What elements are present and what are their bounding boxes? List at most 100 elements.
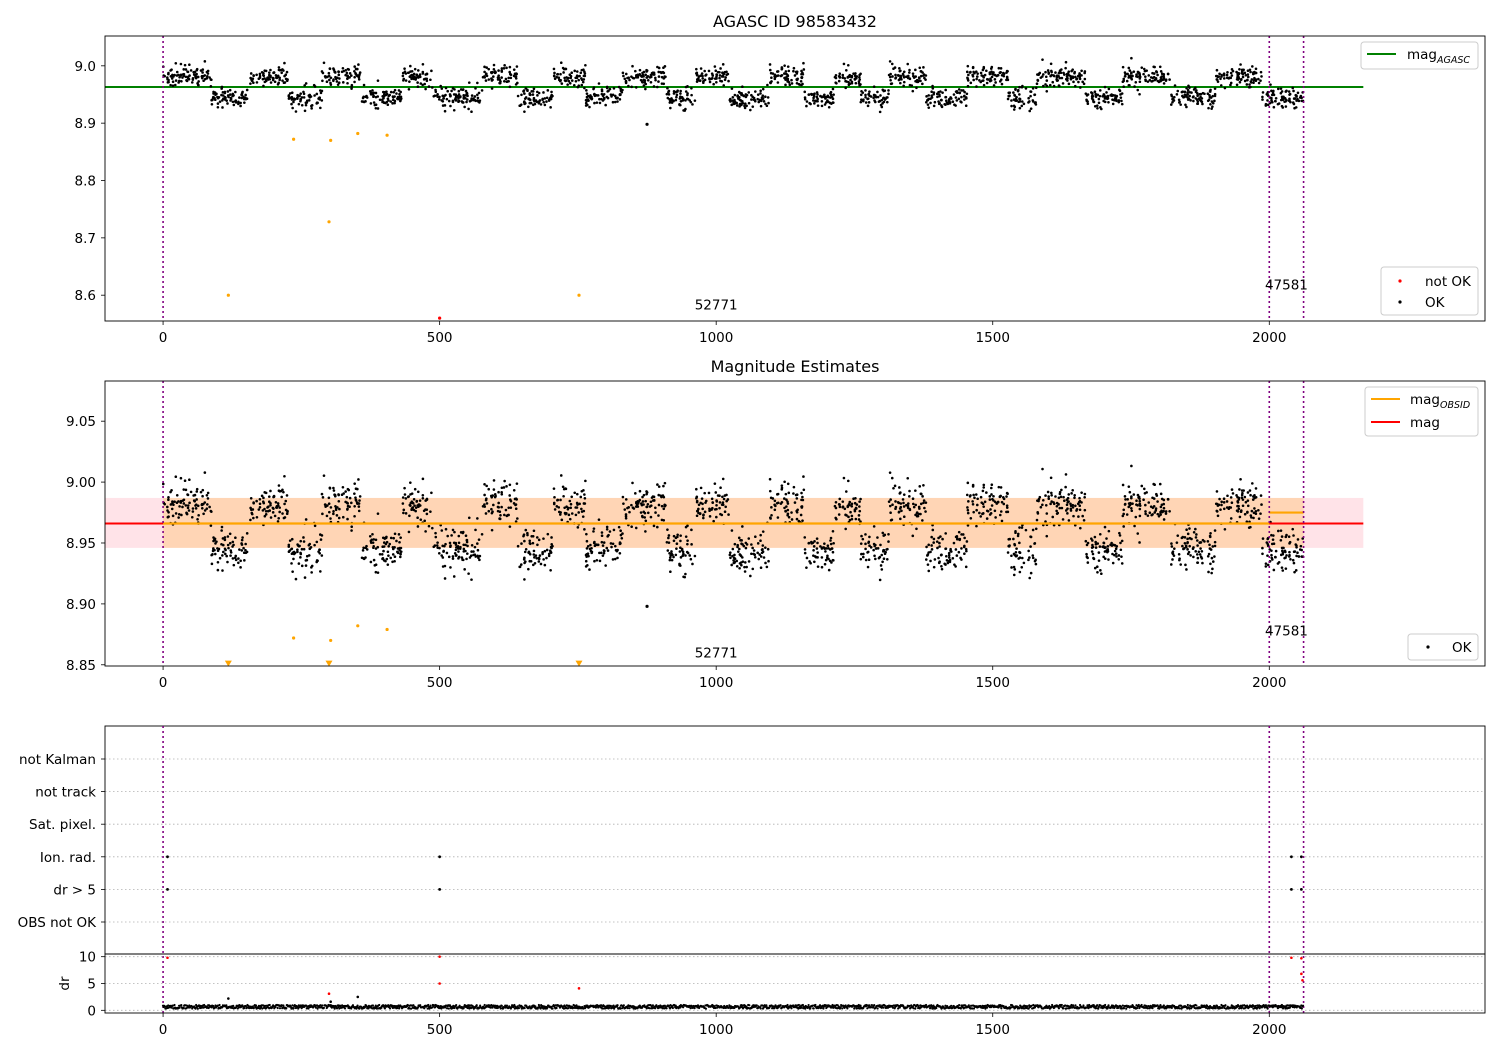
- ok-point: [1151, 513, 1154, 516]
- dr-point: [447, 1007, 450, 1010]
- ok-point: [455, 95, 459, 98]
- ok-point: [592, 527, 596, 530]
- ok-point: [290, 91, 294, 95]
- ok-point: [1109, 543, 1112, 547]
- ok-point: [1185, 86, 1188, 90]
- ok-point: [979, 80, 983, 84]
- ok-point: [538, 99, 542, 102]
- ok-point: [787, 69, 791, 73]
- obsid-label: 52771: [695, 645, 738, 661]
- ok-point: [276, 520, 280, 523]
- ok-point: [1044, 494, 1047, 497]
- ok-point: [1238, 488, 1241, 491]
- ok-point: [1270, 553, 1273, 557]
- ok-point: [508, 494, 511, 497]
- ok-point: [1265, 541, 1269, 544]
- ok-point: [972, 493, 975, 497]
- ok-point: [322, 474, 326, 477]
- ok-point: [413, 504, 416, 507]
- ok-point: [589, 543, 592, 547]
- ok-point: [408, 503, 412, 507]
- ok-point: [745, 93, 749, 97]
- ok-point: [646, 502, 650, 506]
- ok-point: [228, 93, 232, 96]
- ok-point: [404, 512, 408, 515]
- ok-point: [1074, 504, 1077, 508]
- ok-point: [1289, 557, 1292, 561]
- ok-point: [738, 562, 742, 565]
- ok-point: [853, 77, 857, 81]
- ok-point: [273, 514, 277, 518]
- ok-point: [711, 74, 715, 77]
- ok-point: [264, 79, 268, 83]
- ok-point: [492, 63, 496, 67]
- ok-point: [1135, 499, 1138, 502]
- ok-point: [413, 487, 417, 491]
- ok-point: [1091, 95, 1095, 98]
- ok-point: [1051, 80, 1055, 84]
- ok-point: [765, 565, 769, 569]
- ok-point: [657, 514, 660, 517]
- ok-point: [1029, 107, 1033, 110]
- ok-point: [186, 506, 190, 510]
- ok-point: [239, 104, 242, 108]
- ok-point: [356, 502, 359, 505]
- ok-point: [212, 547, 215, 550]
- ok-point: [1250, 516, 1253, 519]
- ok-point: [623, 508, 627, 511]
- ok-point: [1179, 563, 1182, 566]
- ok-point: [523, 550, 527, 554]
- ok-point: [424, 530, 427, 533]
- ok-point: [528, 93, 532, 96]
- ok-point: [1093, 90, 1097, 93]
- ok-point: [549, 568, 552, 572]
- ok-point: [1138, 514, 1142, 518]
- ok-point: [298, 94, 301, 98]
- ok-point: [186, 504, 190, 507]
- ok-point: [1103, 550, 1107, 553]
- ok-point: [267, 495, 271, 498]
- ok-point: [336, 83, 340, 86]
- ok-point: [441, 94, 444, 98]
- ok-point: [664, 504, 667, 507]
- ok-point: [859, 72, 862, 76]
- ok-point: [442, 550, 445, 553]
- ok-point: [654, 78, 657, 82]
- ok-point: [391, 547, 395, 551]
- ok-point: [770, 76, 773, 80]
- ok-point: [1183, 90, 1187, 94]
- dr-point: [378, 1003, 381, 1007]
- ok-point: [226, 90, 230, 93]
- ok-point: [1080, 69, 1083, 73]
- ok-point: [1035, 518, 1039, 522]
- ok-point: [319, 106, 322, 110]
- ok-point: [793, 501, 797, 504]
- ok-point: [242, 546, 245, 550]
- ok-point: [893, 66, 897, 69]
- ok-point: [381, 545, 384, 549]
- ok-point: [223, 95, 227, 99]
- ok-point: [619, 87, 622, 91]
- ok-point: [754, 535, 757, 538]
- ok-point: [353, 65, 356, 68]
- ok-point: [557, 76, 561, 80]
- ok-point: [941, 91, 944, 94]
- ok-point: [237, 561, 240, 565]
- ok-point: [674, 553, 678, 557]
- ok-point: [1191, 95, 1195, 99]
- ok-point: [1196, 100, 1200, 103]
- ok-point: [593, 540, 596, 544]
- ok-point: [622, 74, 625, 78]
- ok-point: [1164, 510, 1168, 513]
- dr-point: [437, 1004, 440, 1008]
- ok-point: [844, 527, 847, 531]
- ok-point: [1142, 498, 1145, 502]
- ok-point: [915, 512, 919, 515]
- ok-point: [222, 550, 225, 554]
- ok-point: [460, 556, 464, 559]
- ok-point: [894, 505, 898, 509]
- ok-point: [1292, 561, 1296, 565]
- legend-label: mag: [1410, 415, 1440, 431]
- ok-point: [776, 516, 780, 519]
- ok-point: [1050, 70, 1053, 74]
